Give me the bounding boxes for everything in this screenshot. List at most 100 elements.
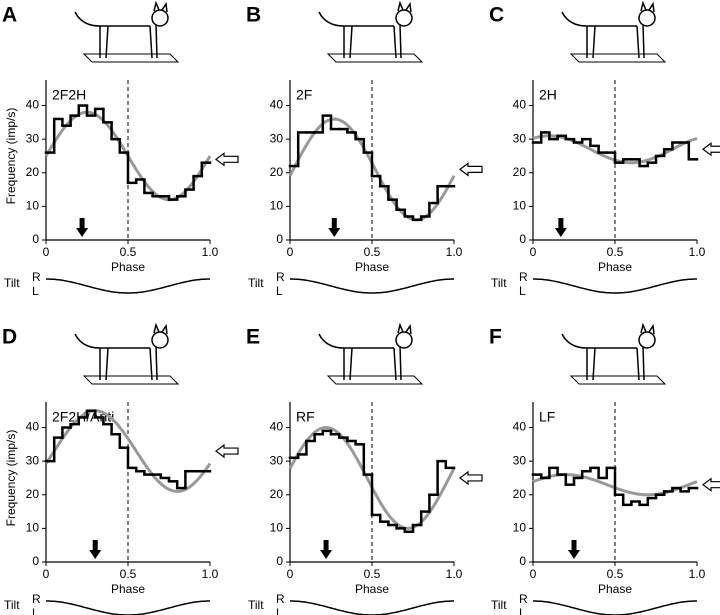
platform xyxy=(326,375,424,385)
mean-arrow xyxy=(215,152,239,167)
cat-ears xyxy=(640,0,655,13)
mean-arrow xyxy=(702,477,720,492)
x-tick-label: 0 xyxy=(43,245,50,259)
y-tick-label: 10 xyxy=(26,521,40,535)
x-tick-label: 0 xyxy=(43,567,50,581)
panel-label: 2F xyxy=(296,87,312,103)
cat-drawing xyxy=(318,11,402,59)
y-tick-label: 0 xyxy=(519,554,526,568)
panel: F 0 10 20 30 40 0 0.5 1.0 Phase LF Tilt RL xyxy=(489,322,720,615)
tilt-label: Tilt xyxy=(491,276,507,290)
y-tick-label: 30 xyxy=(26,131,40,145)
cat-ears xyxy=(397,322,412,335)
y-axis-label: Frequency (imp/s) xyxy=(4,430,18,527)
panel-letter: E xyxy=(246,326,260,349)
tilt-label: Tilt xyxy=(4,276,20,290)
panel-letter: D xyxy=(2,326,17,349)
tilt-wave xyxy=(290,600,454,615)
y-tick-label: 40 xyxy=(513,420,527,434)
tilt-wave xyxy=(46,278,210,294)
cat-drawing xyxy=(74,11,158,59)
x-tick-label: 0 xyxy=(287,567,294,581)
mean-arrow xyxy=(459,162,483,177)
peak-arrow xyxy=(320,540,333,559)
y-tick-label: 20 xyxy=(513,165,527,179)
cat-drawing xyxy=(74,333,158,381)
y-tick-label: 20 xyxy=(26,165,40,179)
tilt-label: Tilt xyxy=(491,598,507,612)
tilt-right: R xyxy=(32,270,41,284)
y-tick-label: 0 xyxy=(32,554,39,568)
x-tick-label: 0.5 xyxy=(607,567,624,581)
x-tick-label: 0 xyxy=(530,245,537,259)
y-tick-label: 20 xyxy=(270,487,284,501)
panel-letter: C xyxy=(489,4,504,27)
panel: B 0 10 20 30 40 0 0.5 1.0 Phase 2F Tilt RL xyxy=(246,0,483,298)
x-tick-label: 1.0 xyxy=(689,567,706,581)
cat-drawing xyxy=(561,333,645,381)
panel: E 0 10 20 30 40 0 0.5 1.0 Phase RF Tilt RL xyxy=(246,322,483,615)
tilt-left: L xyxy=(276,284,283,298)
cat-head xyxy=(151,331,169,349)
cat-ears xyxy=(640,322,655,335)
x-tick-label: 1.0 xyxy=(446,245,463,259)
platform xyxy=(569,375,667,385)
x-tick-label: 0 xyxy=(530,567,537,581)
platform xyxy=(82,53,180,63)
panel-letter: B xyxy=(246,4,261,27)
cat-head xyxy=(395,9,413,27)
y-tick-label: 0 xyxy=(276,232,283,246)
tilt-left: L xyxy=(32,606,39,615)
peak-arrow xyxy=(568,540,580,559)
x-axis-label: Phase xyxy=(111,260,145,274)
cat-head xyxy=(151,9,169,27)
panel-letter: F xyxy=(489,326,502,349)
y-tick-label: 10 xyxy=(513,199,527,213)
x-axis-label: Phase xyxy=(598,582,632,596)
platform xyxy=(569,53,667,63)
x-tick-label: 1.0 xyxy=(446,567,463,581)
tilt-left: L xyxy=(519,606,526,615)
panel: A 0 10 20 30 40 0 0.5 1.0 Phase Frequency (imp/s) 2… xyxy=(2,0,239,298)
tilt-label: Tilt xyxy=(4,598,20,612)
peak-arrow xyxy=(554,218,567,237)
y-tick-label: 40 xyxy=(26,420,40,434)
y-tick-label: 30 xyxy=(513,131,527,145)
tilt-right: R xyxy=(519,592,528,606)
peak-arrow xyxy=(328,218,341,237)
y-tick-label: 30 xyxy=(270,453,284,467)
tilt-label: Tilt xyxy=(248,598,264,612)
x-tick-label: 1.0 xyxy=(202,245,219,259)
cat-ears xyxy=(153,0,168,13)
y-tick-label: 20 xyxy=(26,487,40,501)
x-tick-label: 0.5 xyxy=(364,567,381,581)
y-tick-label: 0 xyxy=(519,232,526,246)
tilt-right: R xyxy=(276,592,285,606)
y-tick-label: 40 xyxy=(513,98,527,112)
tilt-left: L xyxy=(519,284,526,298)
panel-label: 2H xyxy=(539,87,557,103)
panel-label: 2F2H xyxy=(52,87,86,103)
x-tick-label: 0.5 xyxy=(364,245,381,259)
cat-ears xyxy=(153,322,168,335)
y-tick-label: 40 xyxy=(270,420,284,434)
peak-arrow xyxy=(76,218,89,237)
tilt-label: Tilt xyxy=(248,276,264,290)
mean-arrow xyxy=(459,470,483,486)
x-tick-label: 0.5 xyxy=(120,245,137,259)
tilt-wave xyxy=(290,278,454,294)
panel-letter: A xyxy=(2,4,17,27)
y-tick-label: 10 xyxy=(513,521,527,535)
x-axis-label: Phase xyxy=(111,582,145,596)
y-tick-label: 30 xyxy=(26,453,40,467)
x-axis-label: Phase xyxy=(598,260,632,274)
tilt-wave xyxy=(533,278,697,294)
panel-label: LF xyxy=(539,409,555,425)
y-tick-label: 20 xyxy=(513,487,527,501)
x-axis-label: Phase xyxy=(355,582,389,596)
cat-ears xyxy=(397,0,412,13)
cat-head xyxy=(638,331,656,349)
y-tick-label: 30 xyxy=(513,453,527,467)
